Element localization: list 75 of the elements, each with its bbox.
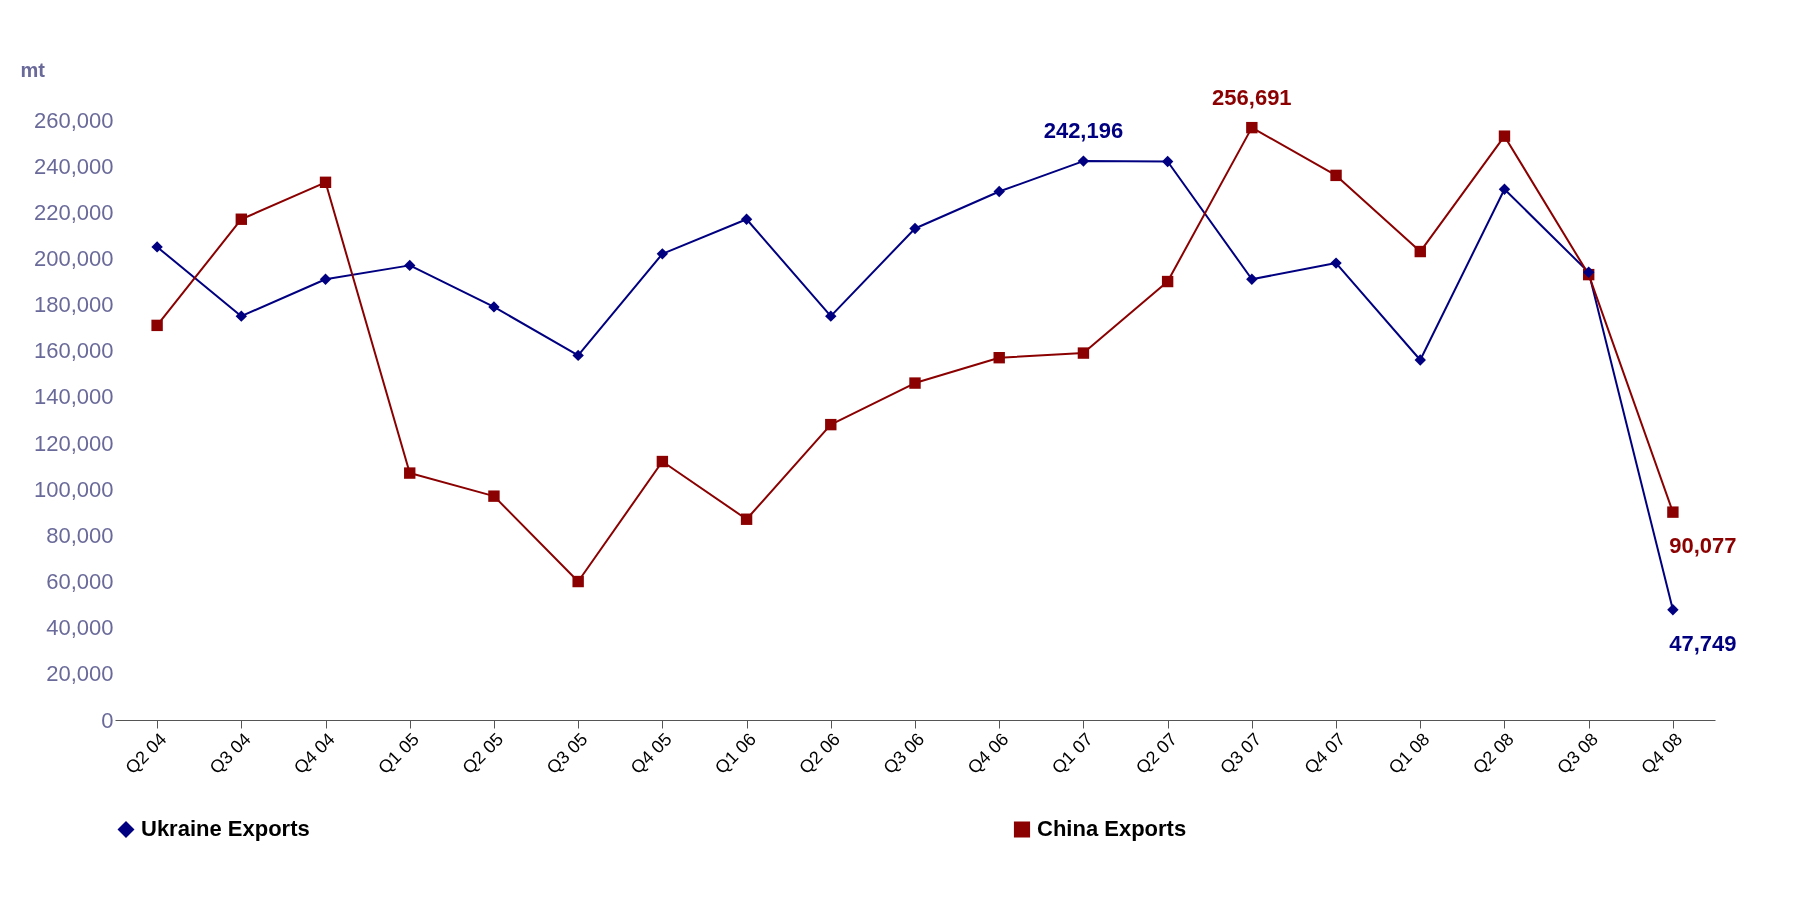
point — [319, 176, 332, 189]
x-tick-label: Q4 05 — [626, 729, 676, 778]
point — [572, 349, 584, 362]
x-tick-label: Q2 07 — [1132, 729, 1181, 778]
point — [151, 241, 163, 253]
y-axis-title: mt — [20, 58, 46, 81]
x-tick-label: Q3 06 — [879, 729, 929, 778]
point — [1161, 155, 1174, 168]
y-tick-label: 160,000 — [33, 338, 114, 364]
point — [993, 185, 1005, 198]
x-tick-label: Q1 07 — [1047, 729, 1097, 778]
y-tick-label: 80,000 — [46, 522, 114, 548]
point — [909, 222, 921, 235]
point — [1498, 130, 1511, 142]
point — [235, 310, 248, 322]
point — [1414, 354, 1426, 366]
point — [1161, 275, 1174, 288]
x-tick-label: Q3 04 — [205, 729, 255, 778]
x-tick-label: Q2 05 — [458, 729, 508, 778]
point — [825, 310, 837, 322]
x-tick-label: Q4 04 — [289, 729, 339, 778]
point — [151, 319, 163, 332]
legend-label: China Exports — [1037, 816, 1187, 842]
y-tick-label: 0 — [101, 707, 114, 733]
point — [404, 467, 416, 479]
data-label: 256,691 — [1212, 84, 1292, 110]
point — [740, 213, 753, 225]
point — [488, 490, 500, 502]
point — [235, 213, 248, 225]
point — [1246, 273, 1258, 285]
point — [1414, 245, 1426, 258]
point — [1667, 604, 1679, 616]
y-tick-label: 20,000 — [46, 661, 114, 687]
x-tick-label: Q3 05 — [542, 729, 592, 778]
point — [572, 575, 584, 588]
point — [1077, 347, 1090, 359]
legend-label: Ukraine Exports — [141, 816, 310, 842]
point — [656, 455, 669, 468]
y-tick-label: 240,000 — [33, 153, 114, 179]
point — [825, 418, 837, 431]
point — [1246, 121, 1258, 134]
data-label: 242,196 — [1043, 118, 1124, 144]
point — [993, 351, 1005, 364]
x-tick-label: Q3 08 — [1553, 729, 1602, 778]
point — [740, 513, 753, 525]
y-tick-label: 100,000 — [33, 476, 114, 502]
y-tick-label: 220,000 — [33, 199, 114, 225]
point — [909, 377, 921, 389]
x-tick-label: Q2 06 — [795, 729, 845, 778]
x-tick-label: Q3 07 — [1216, 729, 1266, 778]
x-tick-label: Q4 07 — [1300, 729, 1350, 778]
point — [488, 301, 500, 313]
x-tick-label: Q1 06 — [710, 729, 760, 778]
point — [1667, 506, 1679, 518]
x-tick-label: Q1 08 — [1384, 729, 1434, 778]
data-label: 47,749 — [1669, 630, 1737, 656]
point — [656, 248, 669, 260]
x-tick-label: Q1 05 — [374, 729, 423, 778]
point — [1330, 169, 1342, 182]
point — [1330, 257, 1342, 269]
y-tick-label: 200,000 — [33, 245, 114, 271]
data-label: 90,077 — [1669, 533, 1737, 559]
point — [1498, 183, 1511, 195]
point — [404, 259, 416, 272]
x-tick-label: Q4 08 — [1637, 729, 1687, 778]
y-tick-label: 120,000 — [33, 430, 114, 456]
y-tick-label: 40,000 — [46, 615, 114, 641]
y-tick-label: 140,000 — [33, 384, 114, 410]
y-tick-label: 180,000 — [33, 292, 114, 318]
x-tick-label: Q2 04 — [121, 729, 171, 778]
x-tick-label: Q2 08 — [1468, 729, 1518, 778]
x-tick-label: Q4 06 — [963, 729, 1013, 778]
y-tick-label: 260,000 — [33, 107, 114, 133]
y-tick-label: 60,000 — [46, 569, 114, 595]
point — [319, 273, 332, 285]
